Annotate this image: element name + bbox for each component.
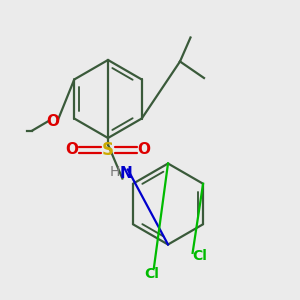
Text: O: O: [46, 114, 59, 129]
Text: O: O: [65, 142, 79, 158]
Text: H: H: [110, 166, 120, 179]
Text: Cl: Cl: [144, 268, 159, 281]
Text: N: N: [120, 167, 132, 182]
Text: O: O: [137, 142, 151, 158]
Text: Cl: Cl: [192, 250, 207, 263]
Text: S: S: [102, 141, 114, 159]
